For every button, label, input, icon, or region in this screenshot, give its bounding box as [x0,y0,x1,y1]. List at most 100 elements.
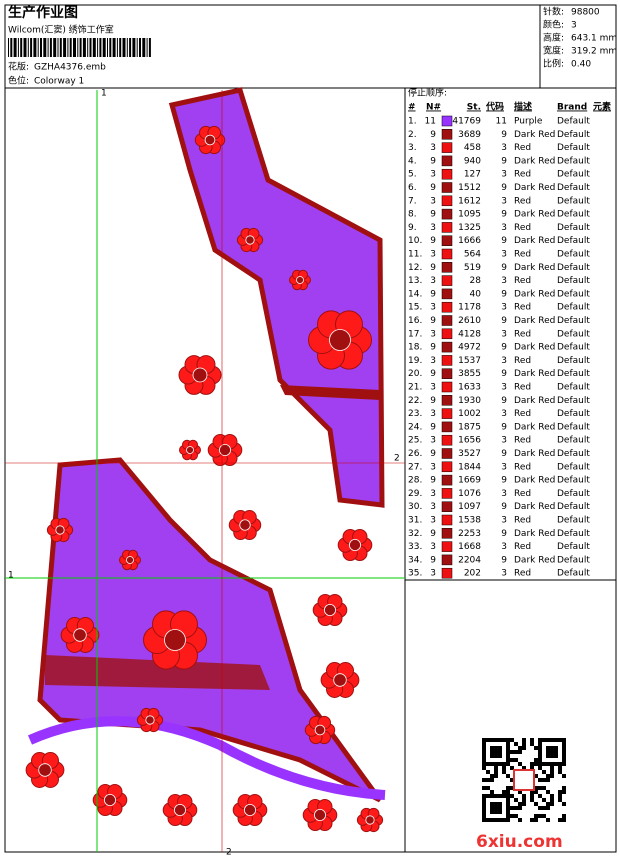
row-number: 23. [408,409,422,419]
qr-module [518,802,522,806]
qr-module [494,802,498,806]
swatch [441,355,453,366]
stitches: 2253 [458,529,481,539]
qr-module [554,754,558,758]
qr-module [542,814,546,818]
description: Dark Red [514,529,555,539]
qr-module [546,754,550,758]
stitches: 519 [464,263,481,273]
stitches: 4128 [458,329,481,339]
bar [47,38,49,57]
stitches: 41769 [452,117,481,127]
qr-module [494,806,498,810]
info-label: 针数: [543,6,564,18]
qr-module [510,738,514,742]
bar [79,38,82,57]
qr-module [562,774,566,778]
qr-module [482,818,486,822]
qr-module [530,738,534,742]
brand: Default [557,369,590,379]
bar [13,38,17,57]
brand: Default [557,183,590,193]
row-number: 21. [408,383,422,393]
qr-module [494,766,498,770]
column-header: 元素 [593,101,611,113]
swatch [441,434,453,446]
row-number: 3. [408,143,417,153]
embroidery-preview [25,87,386,833]
qr-module [550,754,554,758]
bar [146,38,148,57]
needle: 9 [430,210,436,220]
qr-module [522,738,526,742]
bar [53,38,57,57]
swatch [441,262,453,273]
qr-module [522,766,526,770]
qr-module [490,806,494,810]
info-value: 319.2 mm [571,47,617,57]
flower-center [126,556,134,564]
code: 9 [501,210,507,220]
qr-module [550,750,554,754]
row-number: 12. [408,263,422,273]
description: Dark Red [514,156,555,166]
design: GZHA4376.emb [34,63,106,73]
qr-module [538,778,542,782]
swatch [441,129,453,140]
purple-panel [168,87,385,508]
qr-module [494,794,498,798]
qr-module [538,754,542,758]
bar [109,38,112,57]
qr-module [550,774,554,778]
qr-module [486,794,490,798]
column-header: 描述 [514,101,532,113]
needle: 3 [430,489,436,499]
barcode [8,38,151,57]
brand: Default [557,250,590,260]
qr-module [558,818,562,822]
qr-module [498,794,502,798]
description: Purple [514,117,543,127]
info-value: 0.40 [571,60,591,70]
qr-module [558,798,562,802]
qr-module [562,754,566,758]
code: 9 [501,476,507,486]
qr-module [494,762,498,766]
code: 3 [501,436,507,446]
guide-label: 2 [394,454,400,464]
qr-module [538,750,542,754]
qr-module [558,738,562,742]
qr-module [538,766,542,770]
swatch [441,554,453,566]
brand: Default [557,196,590,206]
qr-module [518,818,522,822]
code: 9 [501,156,507,166]
code: 3 [501,196,507,206]
swatch [441,408,453,419]
qr-module [546,746,550,750]
brand: Default [557,236,590,246]
bar [92,38,96,57]
flower-center [348,539,361,552]
qr-module [542,762,546,766]
qr-module [538,786,542,790]
qr-module [534,774,538,778]
needle: 3 [430,502,436,512]
stitches: 1538 [458,516,481,526]
brand: Default [557,117,590,127]
qr-module [482,766,486,770]
bar [82,38,86,57]
bar [43,38,47,57]
qr-module [534,818,538,822]
code: 9 [501,529,507,539]
needle: 9 [430,183,436,193]
qr-module [562,750,566,754]
column-header: 代码 [485,101,504,113]
bar [20,38,23,57]
qr-module [502,790,506,794]
qr-module [530,762,534,766]
needle: 9 [430,529,436,539]
needle: 3 [430,409,436,419]
brand: Default [557,383,590,393]
info-label: 宽度: [543,45,564,57]
